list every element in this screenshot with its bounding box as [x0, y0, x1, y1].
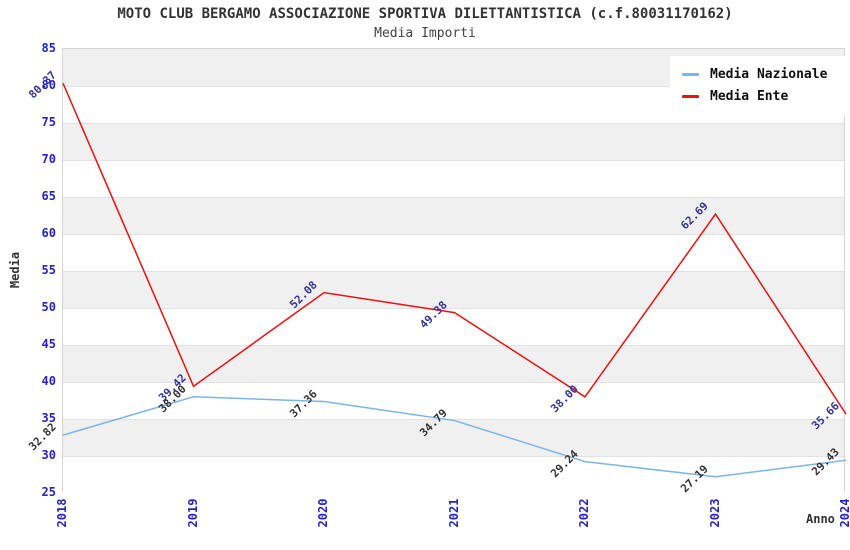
media-ente-line-swatch-icon: [682, 94, 699, 98]
y-tick-30: 30: [41, 448, 56, 462]
legend: Media Nazionale Media Ente: [670, 56, 846, 116]
legend-item-media-nazionale[interactable]: Media Nazionale: [682, 63, 836, 85]
background-band: [63, 382, 844, 419]
x-tick-2020: 2020: [316, 498, 330, 528]
background-band: [63, 308, 844, 345]
x-tick-2018: 2018: [55, 498, 69, 528]
x-tick-2023: 2023: [707, 498, 722, 528]
plot-area: 32.82 38.00 37.36 34.79 29.24 27.19 29.43 80.37…: [26, 48, 847, 495]
background-band: [63, 160, 844, 197]
gridline: [63, 160, 844, 161]
background-band: [63, 345, 844, 382]
series-lines: [62, 82, 847, 478]
y-tick-35: 35: [41, 411, 56, 425]
gridline: [63, 456, 844, 457]
gridline: [63, 382, 844, 383]
x-tick-2024: 2024: [838, 498, 850, 528]
gridline: [63, 419, 844, 420]
gridline: [63, 345, 844, 346]
media-nazionale-line-swatch-icon: [682, 72, 699, 76]
y-tick-65: 65: [41, 189, 56, 203]
legend-label: Media Nazionale: [710, 66, 828, 82]
line-media-ente: [62, 82, 847, 415]
y-axis-title: Media: [8, 251, 22, 289]
gridline: [63, 123, 844, 124]
line-media-nazionale: [62, 396, 847, 478]
legend-item-media-ente[interactable]: Media Ente: [682, 85, 836, 107]
x-tick-2019: 2019: [185, 498, 200, 528]
y-tick-80: 80: [41, 78, 56, 92]
chart-subtitle: Media Importi: [374, 26, 476, 41]
y-tick-60: 60: [41, 226, 56, 240]
gridline: [63, 271, 844, 272]
y-tick-25: 25: [41, 485, 56, 499]
y-tick-55: 55: [41, 263, 56, 277]
y-tick-70: 70: [41, 152, 56, 166]
background-band: [63, 123, 844, 160]
y-tick-45: 45: [41, 337, 56, 351]
gridline: [63, 197, 844, 198]
legend-label: Media Ente: [710, 88, 789, 104]
y-tick-75: 75: [41, 115, 56, 129]
gridline: [63, 234, 844, 235]
y-tick-40: 40: [41, 374, 56, 388]
gridline: [63, 308, 844, 309]
y-tick-85: 85: [41, 41, 56, 55]
x-tick-2021: 2021: [446, 498, 461, 528]
x-axis-title: Anno: [806, 512, 835, 526]
chart-title: MOTO CLUB BERGAMO ASSOCIAZIONE SPORTIVA …: [117, 6, 733, 22]
x-tick-2022: 2022: [577, 498, 591, 528]
background-band: [63, 419, 844, 456]
background-band: [63, 271, 844, 308]
background-band: [63, 456, 844, 493]
y-tick-50: 50: [41, 300, 56, 314]
gridline: [63, 86, 844, 87]
background-band: [63, 234, 844, 271]
